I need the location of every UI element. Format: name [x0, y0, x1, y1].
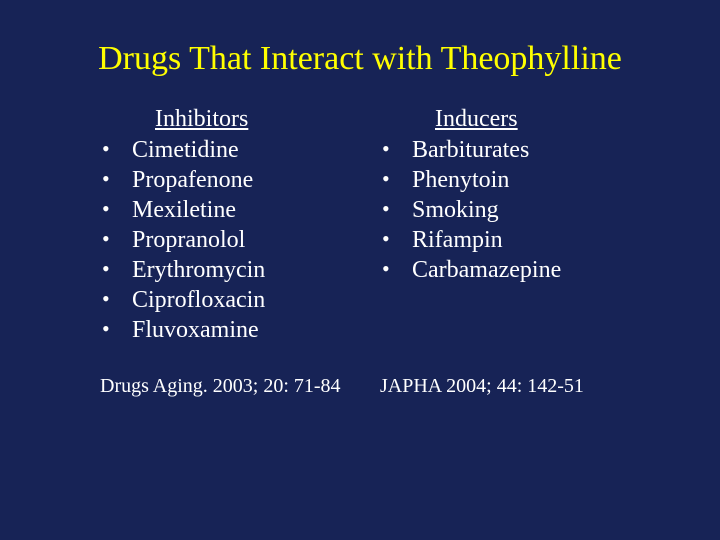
list-item: Smoking	[380, 195, 640, 225]
list-item: Erythromycin	[100, 255, 360, 285]
inducers-reference: JAPHA 2004; 44: 142-51	[360, 375, 640, 398]
inducers-column: Inducers Barbiturates Phenytoin Smoking …	[360, 106, 640, 345]
list-item: Propafenone	[100, 165, 360, 195]
list-item: Carbamazepine	[380, 255, 640, 285]
inhibitors-reference: Drugs Aging. 2003; 20: 71-84	[80, 375, 360, 398]
inducers-heading: Inducers	[435, 106, 640, 133]
list-item: Propranolol	[100, 225, 360, 255]
inhibitors-list: Cimetidine Propafenone Mexiletine Propra…	[80, 135, 360, 345]
list-item: Rifampin	[380, 225, 640, 255]
references-row: Drugs Aging. 2003; 20: 71-84 JAPHA 2004;…	[60, 375, 660, 398]
columns-container: Inhibitors Cimetidine Propafenone Mexile…	[60, 106, 660, 345]
inhibitors-heading: Inhibitors	[155, 106, 360, 133]
slide-title: Drugs That Interact with Theophylline	[60, 40, 660, 78]
list-item: Ciprofloxacin	[100, 285, 360, 315]
list-item: Barbiturates	[380, 135, 640, 165]
list-item: Cimetidine	[100, 135, 360, 165]
list-item: Mexiletine	[100, 195, 360, 225]
inducers-list: Barbiturates Phenytoin Smoking Rifampin …	[360, 135, 640, 285]
list-item: Phenytoin	[380, 165, 640, 195]
list-item: Fluvoxamine	[100, 315, 360, 345]
inhibitors-column: Inhibitors Cimetidine Propafenone Mexile…	[80, 106, 360, 345]
slide: Drugs That Interact with Theophylline In…	[0, 0, 720, 540]
